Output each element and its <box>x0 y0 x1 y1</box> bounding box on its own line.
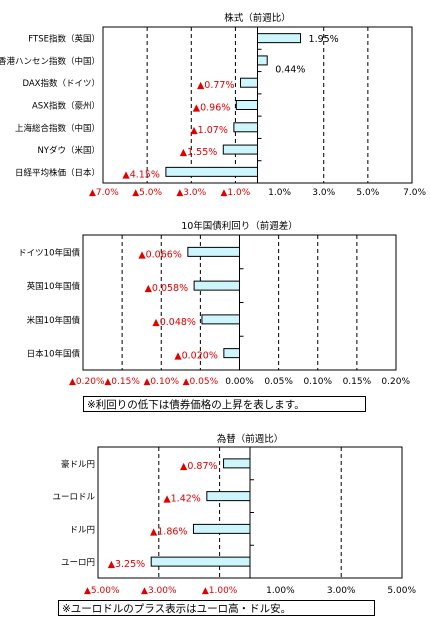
stock-category-label: FTSE指数（英国） <box>28 34 100 45</box>
bond-chart-title: 10年国債利回り（前週差） <box>181 220 298 232</box>
stock-tick-label: 1.0% <box>268 188 291 198</box>
bond-tick-label: ▲0.10% <box>143 377 179 387</box>
fx-tick-label: 3.00% <box>327 586 356 596</box>
bond-value-label: ▲0.058% <box>145 283 189 294</box>
stock-bar <box>257 33 302 44</box>
bond-category-label: 米国10年国債 <box>27 315 81 326</box>
stock-bar <box>235 100 259 110</box>
stock-bar <box>222 144 259 155</box>
bond-tick-label: 0.00% <box>225 377 254 387</box>
bond-category-label: 英国10年国債 <box>27 281 81 292</box>
stock-tick-label: 7.0% <box>403 188 426 198</box>
stock-tick-label: 3.0% <box>312 188 335 198</box>
stock-value-label: 0.44% <box>275 64 305 75</box>
stock-category-label: DAX指数（ドイツ） <box>22 78 100 89</box>
fx-category-label: ドル円 <box>69 525 95 535</box>
bond-value-label: ▲0.066% <box>138 249 182 260</box>
fx-chart-title: 為替（前週比） <box>217 433 284 445</box>
bond-bar <box>201 314 241 325</box>
bond-value-label: ▲0.020% <box>174 351 218 362</box>
bond-value-label: ▲0.048% <box>152 317 196 328</box>
fx-bar <box>206 491 251 502</box>
stock-category-label: ASX指数（豪州） <box>32 101 100 112</box>
fx-tick-label: ▲3.00% <box>141 586 177 596</box>
stock-bar <box>233 122 259 133</box>
fx-value-label: ▲1.42% <box>163 494 201 505</box>
stock-category-label: 香港ハンセン指数（中国） <box>0 56 100 67</box>
fx-tick-label: ▲1.00% <box>202 586 238 596</box>
bond-tick-label: 0.10% <box>303 377 332 387</box>
bond-tick-label: ▲0.15% <box>104 377 140 387</box>
bond-tick-label: 0.15% <box>343 377 372 387</box>
stock-value-label: 1.95% <box>309 34 339 45</box>
fx-category-label: 豪ドル円 <box>61 459 95 470</box>
fx-tick-label: 5.00% <box>387 586 416 596</box>
bond-tick-label: 0.05% <box>264 377 293 387</box>
fx-bar <box>150 556 251 567</box>
bond-bar <box>187 246 240 257</box>
stock-value-label: ▲1.55% <box>180 147 218 158</box>
bond-bar <box>193 280 241 291</box>
fx-value-label: ▲1.86% <box>150 526 188 537</box>
fx-bar <box>192 523 251 534</box>
bond-category-label: ドイツ10年国債 <box>18 247 80 258</box>
stock-category-label: NYダウ（米国） <box>37 145 100 156</box>
bond-tick-label: 0.20% <box>381 377 410 387</box>
stock-tick-label: ▲7.0% <box>89 188 119 198</box>
fx-bar <box>223 458 251 469</box>
stock-category-label: 上海総合指数（中国） <box>15 123 100 134</box>
fx-category-label: ユーロ円 <box>61 558 95 568</box>
fx-tick-label: 1.00% <box>266 586 295 596</box>
bond-category-label: 日本10年国債 <box>27 349 81 360</box>
bond-tick-label: ▲0.05% <box>183 377 219 387</box>
fx-tick-label: ▲5.00% <box>84 586 120 596</box>
stock-category-label: 日経平均株価（日本） <box>15 167 100 178</box>
stock-chart-title: 株式（前週比） <box>224 12 291 24</box>
stock-tick-label: 5.0% <box>356 188 379 198</box>
bond-bar <box>223 348 241 359</box>
stock-value-label: ▲0.96% <box>193 103 231 114</box>
fx-note: ※ユーロドルのプラス表示はユーロ高・ドル安。 <box>58 600 375 616</box>
stock-tick-label: ▲3.0% <box>176 188 206 198</box>
stock-value-label: ▲0.77% <box>197 80 235 91</box>
fx-value-label: ▲0.87% <box>180 461 218 472</box>
stock-bar <box>257 55 268 66</box>
bond-tick-label: ▲0.20% <box>69 377 105 387</box>
fx-value-label: ▲3.25% <box>108 559 146 570</box>
stock-bar <box>165 166 258 177</box>
fx-category-label: ユーロドル <box>52 493 95 503</box>
stock-value-label: ▲1.07% <box>190 125 228 136</box>
stock-value-label: ▲4.15% <box>122 169 160 180</box>
stock-tick-label: ▲1.0% <box>221 188 251 198</box>
bond-note: ※利回りの低下は債券価格の上昇を表します。 <box>83 396 366 412</box>
stock-bar <box>240 77 259 88</box>
stock-tick-label: ▲5.0% <box>132 188 162 198</box>
